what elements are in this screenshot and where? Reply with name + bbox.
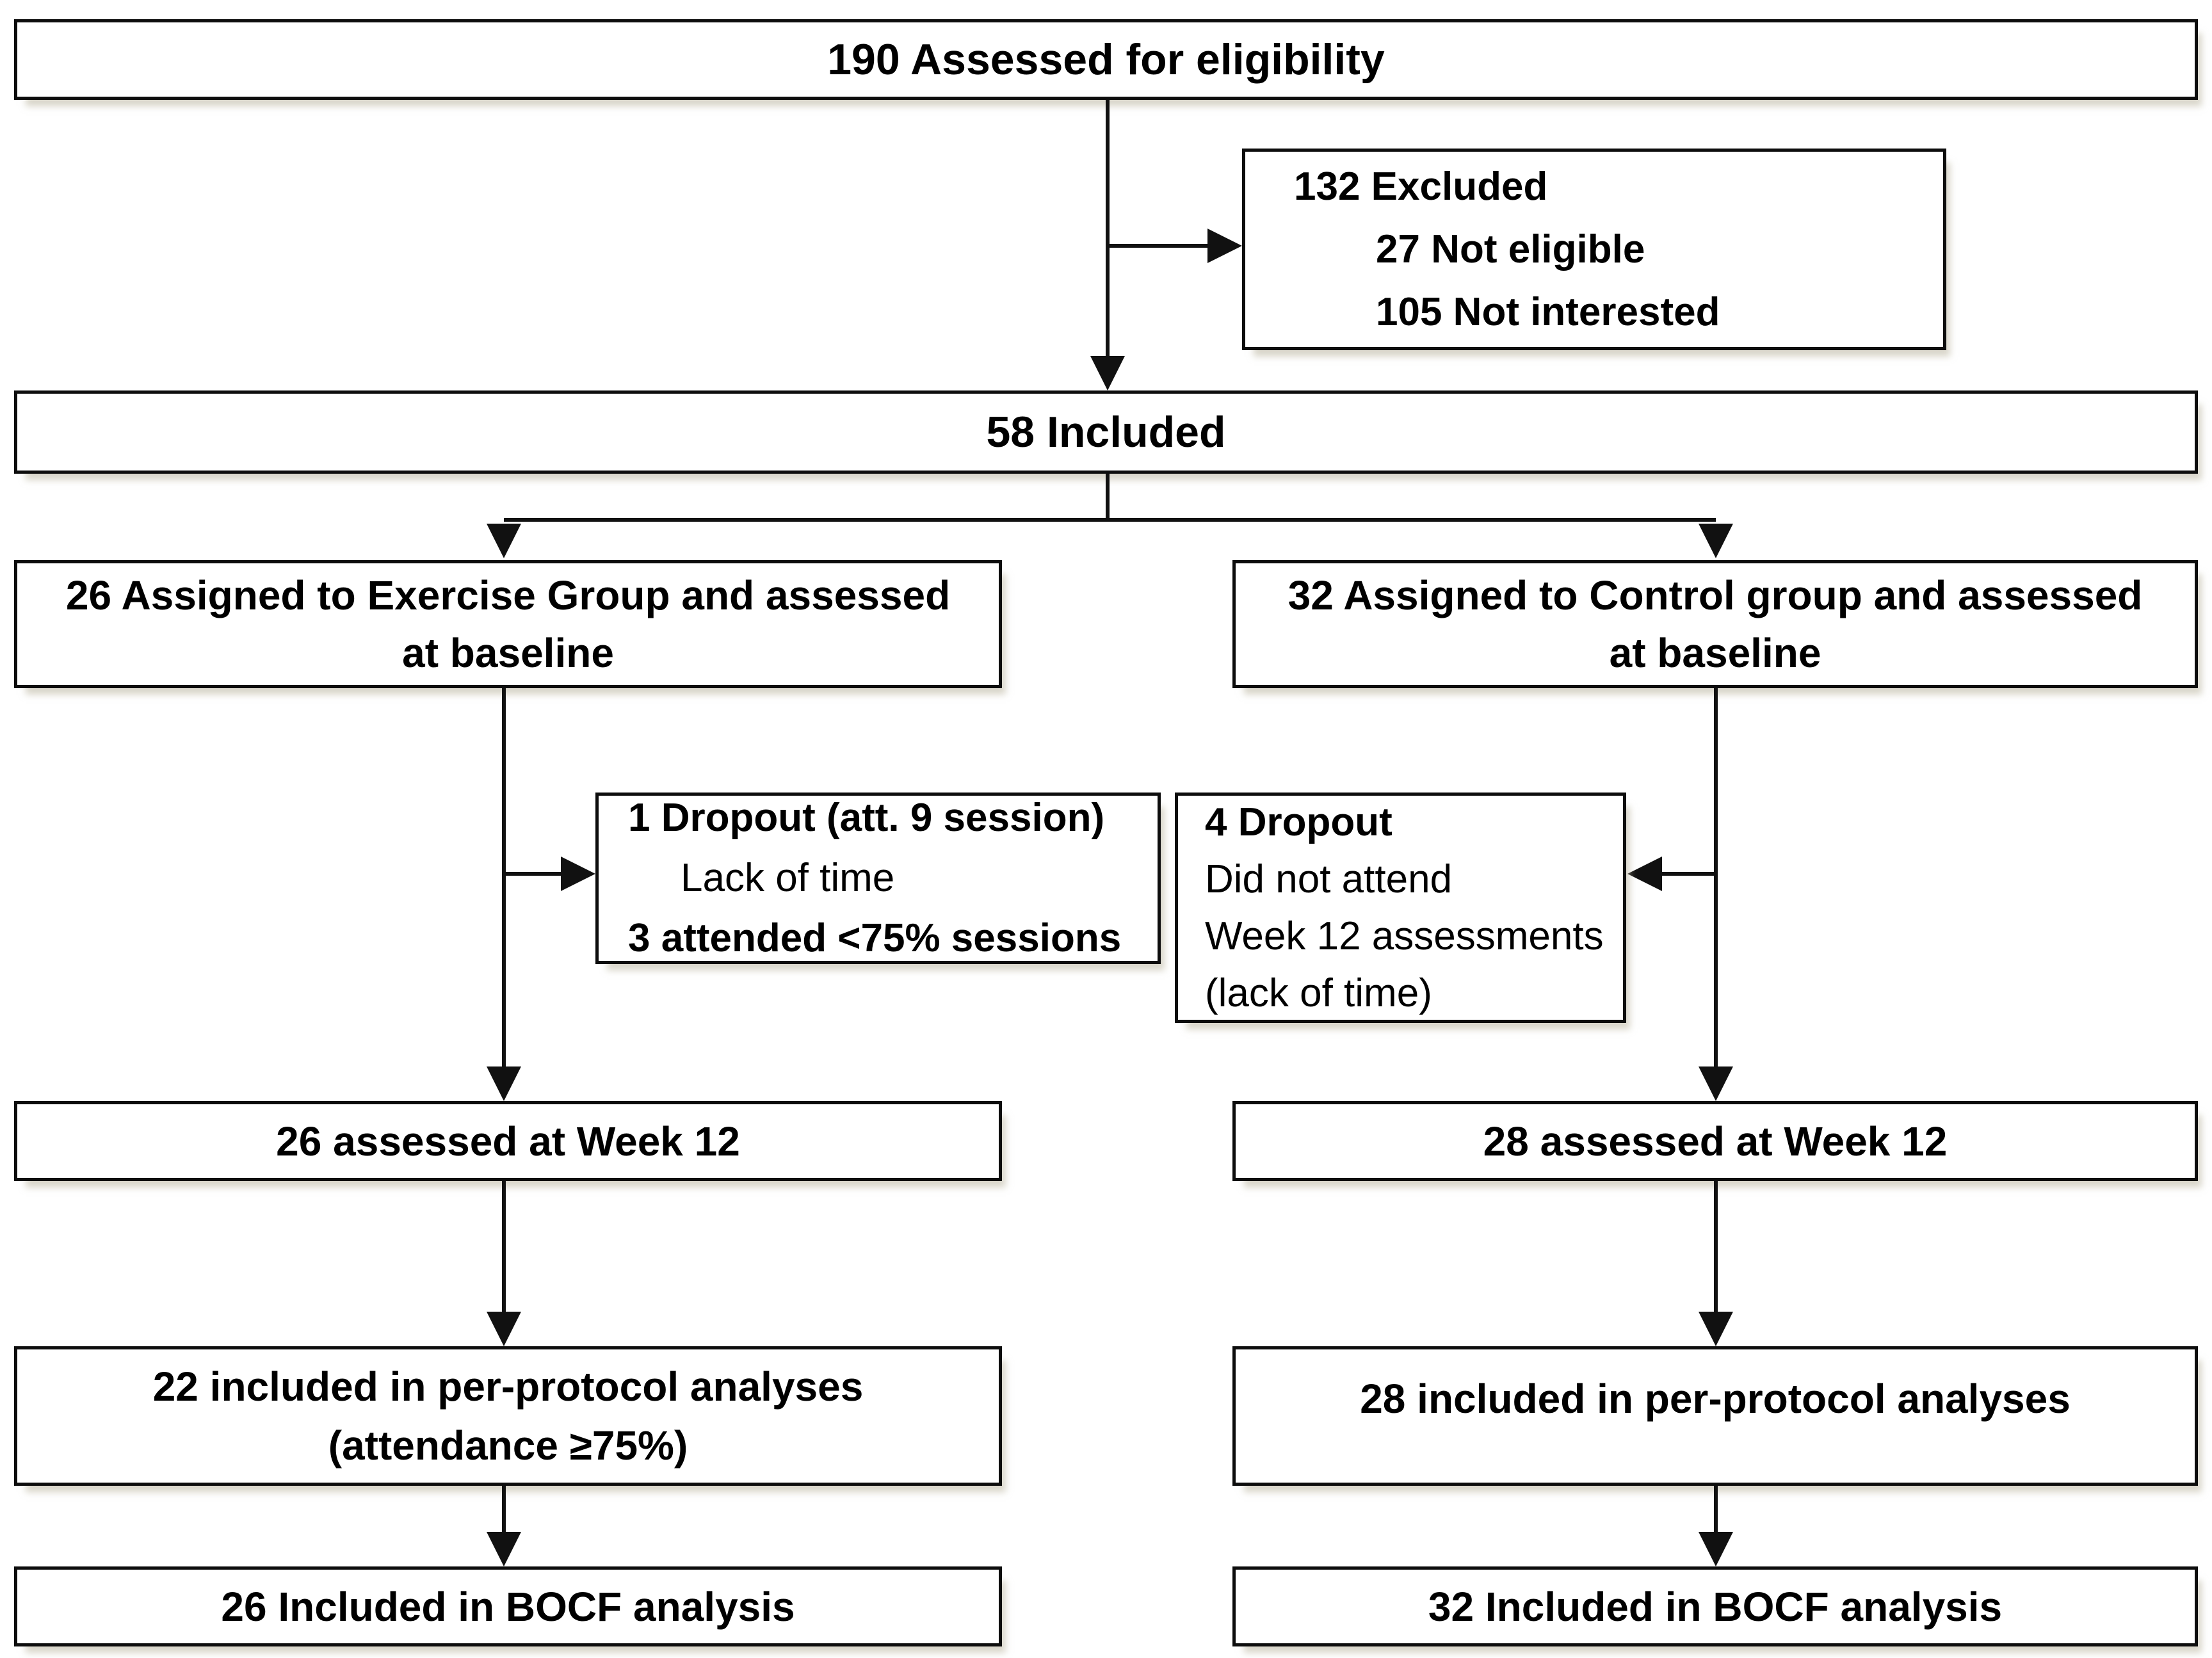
box-control-dropout: 4 Dropout Did not attend Week 12 assessm… <box>1175 793 1626 1023</box>
assessed-text: 190 Assessed for eligibility <box>827 35 1385 84</box>
exercise-bocf-text: 26 Included in BOCF analysis <box>221 1583 795 1630</box>
connector-control-to-bocf <box>1714 1486 1718 1534</box>
exercise-assigned-line1: 26 Assigned to Exercise Group and assess… <box>65 572 951 618</box>
arrowhead-into-exercise-assigned <box>487 524 521 558</box>
box-control-assigned: 32 Assigned to Control group and assesse… <box>1232 560 2198 688</box>
connector-branch-control-dropout <box>1662 872 1716 876</box>
connector-exercise-to-perprotocol <box>502 1181 506 1314</box>
arrowhead-into-control-dropout <box>1627 857 1662 891</box>
control-perprotocol-text: 28 included in per-protocol analyses <box>1360 1376 2071 1422</box>
control-dropout-line4: (lack of time) <box>1205 971 1432 1015</box>
exercise-dropout-line1: 1 Dropout (att. 9 session) <box>628 796 1105 840</box>
arrowhead-into-control-week12 <box>1699 1066 1733 1101</box>
box-excluded: 132 Excluded 27 Not eligible 105 Not int… <box>1242 149 1946 350</box>
connector-branch-exercise-dropout <box>504 872 565 876</box>
included-text: 58 Included <box>986 408 1226 456</box>
box-control-perprotocol: 28 included in per-protocol analyses <box>1232 1346 2198 1486</box>
connector-included-to-split <box>1106 474 1110 522</box>
box-control-week12: 28 assessed at Week 12 <box>1232 1101 2198 1181</box>
connector-branch-excluded <box>1106 244 1210 248</box>
box-exercise-perprotocol: 22 included in per-protocol analyses (at… <box>14 1346 1002 1486</box>
box-exercise-dropout: 1 Dropout (att. 9 session) Lack of time … <box>595 793 1161 964</box>
arrowhead-into-exercise-bocf <box>487 1532 521 1566</box>
exercise-dropout-line2: Lack of time <box>681 856 895 900</box>
exercise-week12-text: 26 assessed at Week 12 <box>276 1118 740 1164</box>
arrowhead-into-control-assigned <box>1699 524 1733 558</box>
connector-control-to-week12 <box>1714 688 1718 1066</box>
control-bocf-text: 32 Included in BOCF analysis <box>1428 1583 2003 1630</box>
connector-exercise-to-week12 <box>502 688 506 1066</box>
box-included: 58 Included <box>14 390 2198 474</box>
exercise-assigned-line2: at baseline <box>402 630 614 676</box>
arrowhead-into-excluded <box>1207 229 1242 263</box>
control-assigned-line1: 32 Assigned to Control group and assesse… <box>1288 572 2143 618</box>
control-dropout-line3: Week 12 assessments <box>1205 914 1604 958</box>
control-week12-text: 28 assessed at Week 12 <box>1483 1118 1948 1164</box>
exercise-dropout-line3: 3 attended <75% sessions <box>628 916 1122 960</box>
arrowhead-into-included <box>1090 356 1125 390</box>
excluded-title: 132 Excluded <box>1294 164 1548 209</box>
arrowhead-into-control-bocf <box>1699 1532 1733 1566</box>
box-exercise-week12: 26 assessed at Week 12 <box>14 1101 1002 1181</box>
arrowhead-into-control-perprotocol <box>1699 1312 1733 1346</box>
exercise-perprotocol-line1: 22 included in per-protocol analyses <box>152 1364 864 1410</box>
control-dropout-line2: Did not attend <box>1205 857 1453 901</box>
control-assigned-line2: at baseline <box>1609 630 1821 676</box>
connector-exercise-to-bocf <box>502 1486 506 1534</box>
box-exercise-assigned: 26 Assigned to Exercise Group and assess… <box>14 560 1002 688</box>
arrowhead-into-exercise-dropout <box>561 857 595 891</box>
box-control-bocf: 32 Included in BOCF analysis <box>1232 1566 2198 1646</box>
exercise-perprotocol-line2: (attendance ≥75%) <box>328 1422 688 1469</box>
connector-assessed-to-included <box>1106 100 1110 358</box>
connector-control-to-perprotocol <box>1714 1181 1718 1314</box>
box-assessed-for-eligibility: 190 Assessed for eligibility <box>14 19 2198 100</box>
connector-split-bar <box>504 518 1716 522</box>
arrowhead-into-exercise-week12 <box>487 1066 521 1101</box>
box-exercise-bocf: 26 Included in BOCF analysis <box>14 1566 1002 1646</box>
excluded-reason-not-interested: 105 Not interested <box>1376 289 1720 334</box>
excluded-reason-not-eligible: 27 Not eligible <box>1376 227 1645 271</box>
arrowhead-into-exercise-perprotocol <box>487 1312 521 1346</box>
control-dropout-line1: 4 Dropout <box>1205 800 1393 844</box>
